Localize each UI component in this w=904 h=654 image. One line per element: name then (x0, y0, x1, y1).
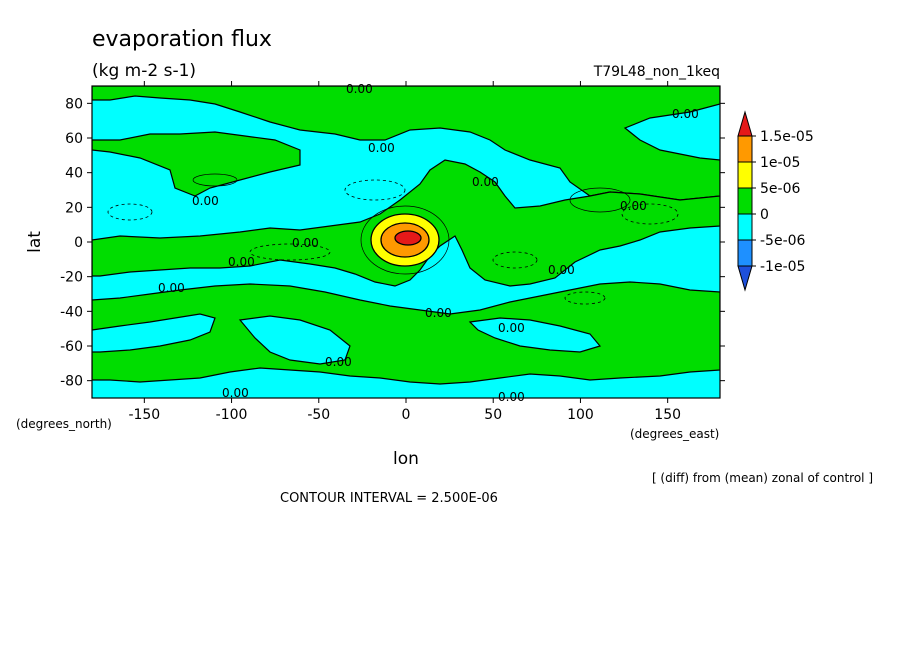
x-axis-units: (degrees_east) (630, 427, 719, 441)
difference-note: [ (diff) from (mean) zonal of control ] (652, 471, 873, 485)
y-tick-label: 60 (65, 131, 83, 147)
solid-contour (192, 173, 238, 187)
contour-label: 0.00 (620, 199, 647, 213)
contour-field (92, 86, 720, 398)
contour-label: 0.00 (346, 82, 373, 96)
solid-contour (569, 187, 631, 213)
colorbar-label: 1.5e-05 (760, 129, 814, 145)
x-tick-label: 100 (567, 407, 594, 423)
x-tick-label: -50 (307, 407, 330, 423)
y-tick-label: -40 (60, 304, 83, 320)
y-tick-label: -80 (60, 374, 83, 390)
contour-label: 0.00 (158, 281, 185, 295)
south-negative-lobe-3 (468, 317, 602, 353)
contour-interval: CONTOUR INTERVAL = 2.500E-06 (280, 491, 498, 506)
y-tick-label: -20 (60, 270, 83, 286)
x-tick-label: 50 (484, 407, 502, 423)
colorbar-segment (737, 161, 753, 189)
x-tick-label: 0 (402, 407, 411, 423)
chart-title: evaporation flux (92, 27, 272, 52)
y-axis-units: (degrees_north) (16, 417, 112, 431)
y-tick-label: 20 (65, 200, 83, 216)
contour-label: 0.00 (222, 386, 249, 400)
contour-label: 0.00 (498, 390, 525, 404)
colorbar-segment (737, 135, 753, 163)
dashed-contours (107, 179, 679, 305)
north-midlat-positive-region (92, 131, 301, 197)
y-axis-label: lat (25, 231, 45, 253)
dashed-contour (492, 251, 538, 269)
chart-units: (kg m-2 s-1) (92, 61, 196, 81)
dashed-contour (107, 203, 153, 221)
solid-contour (360, 205, 450, 275)
colorbar-label: 0 (760, 207, 769, 223)
y-tick-label: 0 (74, 235, 83, 251)
x-axis-label: lon (393, 449, 419, 469)
colorbar-label: 1e-05 (760, 155, 800, 171)
colorbar-segment (737, 239, 753, 267)
contour-label: 0.00 (292, 236, 319, 250)
contour-label: 0.00 (192, 194, 219, 208)
south-positive-region (92, 281, 720, 385)
contour-labels: 0.00 0.00 0.00 0.00 0.00 0.00 0.00 0.00 … (158, 82, 699, 404)
contour-label: 0.00 (228, 255, 255, 269)
colorbar-label: -1e-05 (760, 259, 805, 275)
colorbar: 1.5e-05 1e-05 5e-06 0 -5e-06 -1e-05 (737, 110, 814, 292)
contour-label: 0.00 (548, 263, 575, 277)
dashed-contour (249, 243, 331, 261)
contour-label: 0.00 (368, 141, 395, 155)
colorbar-bottom-arrow (737, 265, 753, 292)
contour-label: 0.00 (672, 107, 699, 121)
contour-label: 0.00 (325, 355, 352, 369)
max-contour-red (394, 230, 422, 246)
dashed-contour (621, 203, 679, 225)
contour-label: 0.00 (498, 321, 525, 335)
y-tick-label: 40 (65, 166, 83, 182)
x-tick-label: -150 (128, 407, 160, 423)
y-tick-label: -60 (60, 339, 83, 355)
colorbar-label: 5e-06 (760, 181, 800, 197)
south-negative-lobe (92, 313, 216, 353)
contour-label: 0.00 (425, 306, 452, 320)
solid-contours (192, 173, 631, 275)
north-polar-positive-region (92, 86, 720, 201)
contour-label: 0.00 (472, 175, 499, 189)
colorbar-label: -5e-06 (760, 233, 806, 249)
y-tick-label: 80 (65, 96, 83, 112)
south-negative-lobe-2 (238, 315, 351, 365)
dashed-contour (564, 291, 606, 305)
x-tick-label: -100 (216, 407, 248, 423)
dashed-contour (344, 179, 406, 201)
x-axis: -150 -100 -50 0 50 100 150 (128, 81, 681, 423)
central-maximum (370, 213, 440, 267)
x-tick-label: 150 (654, 407, 681, 423)
colorbar-segment (737, 213, 753, 241)
run-label: T79L48_non_1keq (593, 64, 720, 80)
colorbar-top-arrow (737, 110, 753, 137)
colorbar-segment (737, 187, 753, 215)
y-axis: -80 -60 -40 -20 0 20 40 60 80 (60, 96, 725, 390)
